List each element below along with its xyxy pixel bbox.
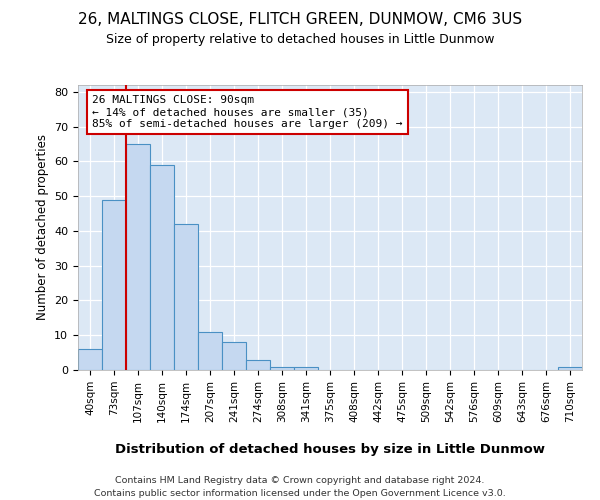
Bar	[174, 224, 198, 370]
Bar	[294, 366, 318, 370]
Y-axis label: Number of detached properties: Number of detached properties	[35, 134, 49, 320]
Text: Contains HM Land Registry data © Crown copyright and database right 2024.: Contains HM Land Registry data © Crown c…	[115, 476, 485, 485]
Text: Size of property relative to detached houses in Little Dunmow: Size of property relative to detached ho…	[106, 32, 494, 46]
Bar	[558, 366, 582, 370]
Bar	[198, 332, 222, 370]
Bar	[78, 349, 102, 370]
Bar	[126, 144, 150, 370]
Bar	[150, 165, 174, 370]
Text: Contains public sector information licensed under the Open Government Licence v3: Contains public sector information licen…	[94, 488, 506, 498]
Text: 26 MALTINGS CLOSE: 90sqm
← 14% of detached houses are smaller (35)
85% of semi-d: 26 MALTINGS CLOSE: 90sqm ← 14% of detach…	[92, 96, 403, 128]
Bar	[222, 342, 246, 370]
Bar	[246, 360, 270, 370]
Bar	[102, 200, 126, 370]
Text: 26, MALTINGS CLOSE, FLITCH GREEN, DUNMOW, CM6 3US: 26, MALTINGS CLOSE, FLITCH GREEN, DUNMOW…	[78, 12, 522, 28]
Bar	[270, 366, 294, 370]
Text: Distribution of detached houses by size in Little Dunmow: Distribution of detached houses by size …	[115, 442, 545, 456]
